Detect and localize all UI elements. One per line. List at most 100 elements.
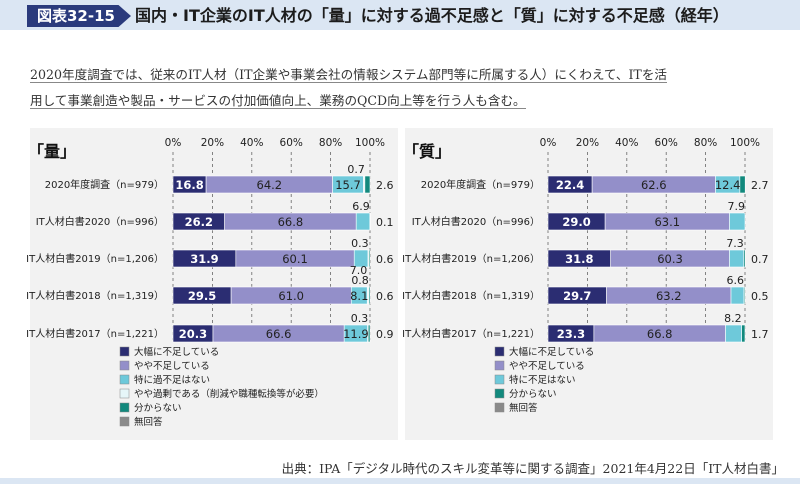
chart-0-legend-label: やや過剰である（削減や職種転換等が必要） xyxy=(134,388,324,400)
chart-1-legend-swatch xyxy=(494,346,505,357)
chart-1-data-label: 60.3 xyxy=(657,252,683,266)
chart-0-tick-label: 100% xyxy=(355,137,385,149)
bottom-rule xyxy=(0,478,800,484)
chart-0-bar-segment xyxy=(367,324,371,343)
chart-0-data-label: 0.6 xyxy=(376,290,394,303)
chart-0-legend-swatch xyxy=(119,346,130,357)
chart-0-tick-label: 60% xyxy=(280,137,303,149)
chart-0-bar-segment xyxy=(364,175,371,194)
chart-1-data-label: 66.8 xyxy=(647,327,673,341)
chart-1-bar-segment xyxy=(739,175,746,194)
chart-1-data-label: 2.7 xyxy=(751,179,769,192)
chart-0-legend-swatch xyxy=(119,416,130,427)
chart-1-data-label: 1.7 xyxy=(751,328,769,341)
chart-1-tick-label: 20% xyxy=(576,137,599,149)
chart-1-data-label: 22.4 xyxy=(556,178,584,192)
chart-0-tick-label: 0% xyxy=(165,137,182,149)
chart-1-data-label: 0.5 xyxy=(751,290,769,303)
chart-0-tick-label: 20% xyxy=(201,137,224,149)
chart-0-tick-label: 40% xyxy=(240,137,263,149)
chart-0-bar-segment xyxy=(368,249,371,268)
chart-1-data-label: 7.9 xyxy=(728,200,746,213)
chart-1-data-label: 63.1 xyxy=(654,215,680,229)
chart-1-data-label: 7.3 xyxy=(726,237,744,250)
chart-0-legend-swatch xyxy=(119,360,130,371)
chart-0-legend-swatch xyxy=(119,402,130,413)
note: 2020年度調査では、従来のIT人材（IT企業や事業会社の情報システム部門等に所… xyxy=(30,62,775,114)
chart-0-bar-segment xyxy=(369,212,371,231)
chart-0-data-label: 7.0 xyxy=(350,264,368,277)
chart-1-tick-label: 100% xyxy=(730,137,760,149)
chart-0-data-label: 66.6 xyxy=(266,327,292,341)
chart-1-category-label: IT人材白書2017（n=1,221） xyxy=(402,327,540,340)
chart-0-data-label: 31.9 xyxy=(190,252,218,266)
chart-0-category-label: IT人材白書2019（n=1,206） xyxy=(26,252,164,265)
chart-0-data-label: 29.5 xyxy=(188,289,216,303)
chart-0-data-label: 60.1 xyxy=(282,252,308,266)
chart-0-data-label: 16.8 xyxy=(175,178,203,192)
chart-0-bar-segment xyxy=(368,286,371,305)
chart-0-data-label: 0.3 xyxy=(351,312,369,325)
chart-1-category-label: IT人材白書2018（n=1,319） xyxy=(402,289,540,302)
chart-0-category-label: IT人材白書2020（n=996） xyxy=(36,215,164,228)
header-bar: 図表32-15 国内・IT企業のIT人材の「量」に対する過不足感と「質」に対する… xyxy=(0,0,800,30)
chart-0-data-label: 64.2 xyxy=(257,178,283,192)
chart-1-bar-segment xyxy=(729,212,746,231)
chart-0-legend-label: 特に過不足はない xyxy=(134,374,210,386)
chart-0-data-label: 2.6 xyxy=(376,179,394,192)
chart-1-tick-label: 0% xyxy=(540,137,557,149)
chart-1-data-label: 29.7 xyxy=(563,289,591,303)
chart-1-title: 「質」 xyxy=(403,142,451,161)
chart-0-legend-label: 無回答 xyxy=(134,416,163,428)
chart-1-legend-swatch xyxy=(494,388,505,399)
chart-0-category-label: 2020年度調査（n=979） xyxy=(45,178,164,191)
chart-0-legend-label: 分からない xyxy=(134,403,182,414)
chart-1-data-label: 63.2 xyxy=(656,289,682,303)
chart-1-tick-label: 60% xyxy=(655,137,678,149)
chart-1-legend-label: やや不足している xyxy=(509,361,585,372)
chart-1-bar-segment xyxy=(725,324,742,343)
chart-0-category-label: IT人材白書2017（n=1,221） xyxy=(26,327,164,340)
source-citation: 出典：IPA「デジタル時代のスキル変革等に関する調査」2021年4月22日「IT… xyxy=(281,461,784,476)
chart-0-title: 「量」 xyxy=(28,142,76,161)
chart-0-legend-swatch xyxy=(119,374,130,385)
figure-label: 図表32-15 xyxy=(27,5,131,27)
chart-0-data-label: 15.7 xyxy=(335,178,361,192)
chart-0-tick-label: 80% xyxy=(319,137,342,149)
chart-1-data-label: 6.6 xyxy=(727,274,745,287)
chart-1-category-label: 2020年度調査（n=979） xyxy=(421,178,540,191)
chart-0-legend-label: 大幅に不足している xyxy=(134,346,219,358)
chart-0-bar-segment xyxy=(355,212,371,231)
chart-1-bar-segment xyxy=(743,249,746,268)
chart-1-data-label: 29.0 xyxy=(562,215,590,229)
chart-1-legend-label: 無回答 xyxy=(509,402,538,414)
chart-0-data-label: 20.3 xyxy=(179,327,207,341)
chart-1-data-label: 0.7 xyxy=(751,253,769,266)
chart-1-tick-label: 40% xyxy=(615,137,638,149)
chart-0-data-label: 6.9 xyxy=(352,200,370,213)
chart-1-data-label: 12.4 xyxy=(715,178,741,192)
chart-0-data-label: 0.3 xyxy=(351,237,369,250)
chart-1-bar-segment xyxy=(741,324,746,343)
chart-0-legend-swatch xyxy=(119,388,130,399)
note-line-1: 2020年度調査では、従来のIT人材（IT企業や事業会社の情報システム部門等に所… xyxy=(30,67,668,83)
chart-1-data-label: 62.6 xyxy=(641,178,667,192)
chart-1-tick-label: 80% xyxy=(694,137,717,149)
chart-0-data-label: 11.9 xyxy=(343,327,369,341)
chart-1-bar-segment xyxy=(729,249,745,268)
chart-1-bar-segment xyxy=(730,286,745,305)
chart-0-category-label: IT人材白書2018（n=1,319） xyxy=(26,289,164,302)
chart-1-legend-swatch xyxy=(494,360,505,371)
chart-0-legend-label: やや不足している xyxy=(134,361,210,372)
chart-1-legend-swatch xyxy=(494,402,505,413)
chart-1-bar-segment xyxy=(743,286,746,305)
chart-1-data-label: 31.8 xyxy=(565,252,593,266)
chart-0-data-label: 0.1 xyxy=(376,216,394,229)
chart-1-legend-label: 分からない xyxy=(509,389,557,400)
chart-0-data-label: 66.8 xyxy=(278,215,304,229)
chart-0-data-label: 61.0 xyxy=(278,289,304,303)
chart-1-data-label: 23.3 xyxy=(557,327,585,341)
chart-0-data-label: 0.9 xyxy=(376,328,394,341)
